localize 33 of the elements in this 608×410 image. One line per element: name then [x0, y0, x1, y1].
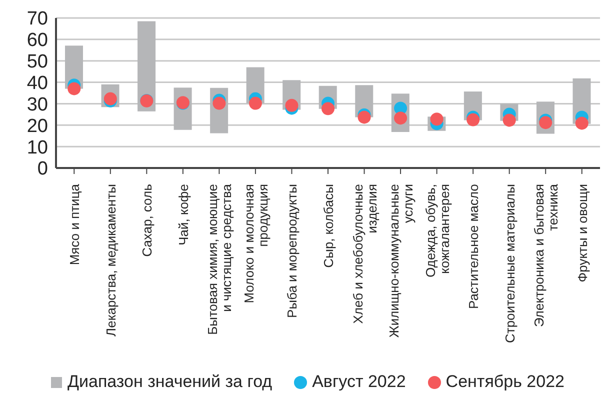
point — [212, 96, 226, 110]
x-tick-label: Чай, кофе — [176, 184, 191, 246]
legend-label: Август 2022 — [312, 372, 406, 392]
bar — [138, 21, 156, 112]
legend-label: Диапазон значений за год — [67, 372, 272, 392]
x-tick-label: Строительные материалы — [502, 184, 518, 343]
point — [358, 110, 371, 124]
y-tick-label: 20 — [26, 116, 48, 137]
y-tick-label: 10 — [26, 137, 48, 158]
y-tick-label: 30 — [26, 94, 48, 116]
y-tick-label: 70 — [26, 8, 48, 30]
x-tick-label: Фрукты и овощи — [574, 184, 590, 282]
x-tick-label: Рыба и морепродукты — [284, 184, 300, 318]
point — [68, 82, 81, 96]
point — [248, 96, 262, 110]
x-tick-label: Электроника и бытовая техника — [532, 183, 561, 327]
y-tick-label: 60 — [26, 30, 48, 52]
x-tick-label: Хлеб и хлебобулочные изделия — [350, 184, 380, 324]
x-tick-label: Сахар, соль — [140, 184, 155, 257]
y-tick-label: 40 — [26, 73, 48, 94]
x-tick-label: Сыр, колбасы — [321, 184, 336, 268]
legend-label: Сентябрь 2022 — [446, 372, 564, 392]
point — [575, 116, 588, 130]
y-tick-label: 0 — [37, 158, 48, 180]
point — [502, 114, 516, 127]
point — [285, 98, 298, 112]
x-tick-label: Бытовая химия, моющие и чистящие средства — [205, 183, 234, 335]
point — [322, 102, 334, 116]
x-tick-label: Растительное масло — [466, 184, 482, 310]
y-tick-label: 50 — [26, 52, 48, 73]
point — [466, 113, 480, 126]
x-tick-label: Лекарства, медикаменты — [103, 184, 118, 336]
x-tick-label: Мясо и птица — [67, 183, 82, 266]
